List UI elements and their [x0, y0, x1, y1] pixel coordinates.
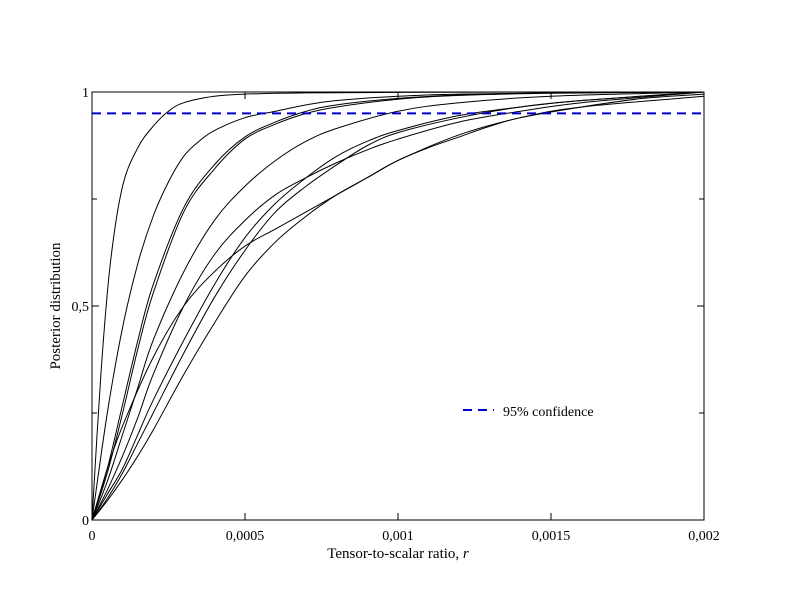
y-axis-ticks: 00,51 — [72, 86, 704, 529]
posterior-curve-2 — [91, 91, 705, 521]
y-tick-label: 1 — [82, 86, 89, 101]
posterior-curve-5 — [91, 91, 705, 521]
legend-label: 95% confidence — [503, 405, 594, 420]
posterior-curve-1 — [91, 91, 705, 521]
x-tick-label: 0,0015 — [532, 529, 571, 544]
posterior-curve-8 — [91, 91, 705, 521]
x-tick-label: 0 — [89, 529, 96, 544]
x-axis-title: Tensor-to-scalar ratio, r — [327, 546, 469, 562]
x-axis-ticks: 0 0,0005 0,001 0,0015 0,002 — [89, 92, 720, 544]
y-tick-label: 0,5 — [72, 300, 90, 315]
legend: 95% confidence — [463, 405, 594, 420]
x-tick-label: 0,002 — [688, 529, 720, 544]
posterior-curve-7 — [91, 91, 705, 521]
posterior-curves — [91, 91, 705, 521]
y-tick-label: 0 — [82, 514, 89, 529]
posterior-curve-10 — [91, 93, 705, 521]
x-tick-label: 0,001 — [382, 529, 414, 544]
posterior-curve-9 — [91, 95, 705, 521]
posterior-curve-4 — [91, 91, 705, 521]
x-tick-label: 0,0005 — [226, 529, 265, 544]
y-axis-title: Posterior distribution — [48, 242, 64, 370]
